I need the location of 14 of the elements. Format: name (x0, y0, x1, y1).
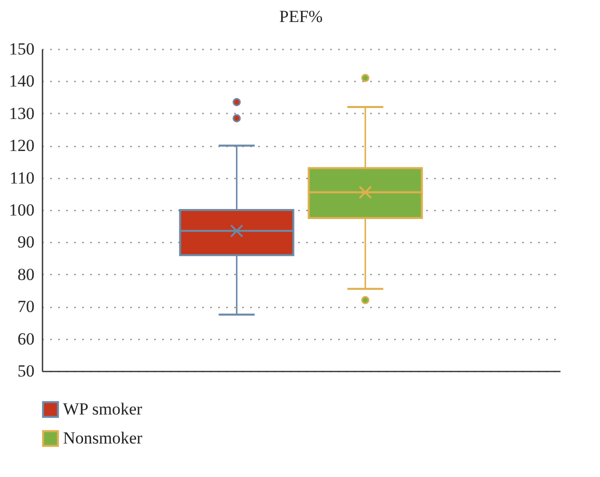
y-tick-label: 70 (18, 297, 34, 316)
y-tick-label: 60 (18, 329, 34, 348)
y-tick-label: 50 (18, 362, 34, 380)
y-tick-label: 140 (9, 72, 34, 91)
chart-title: PEF% (279, 7, 323, 26)
y-tick-label: 110 (10, 168, 34, 188)
y-tick-label: 80 (18, 264, 34, 284)
y-tick-label: 100 (9, 200, 34, 220)
legend-label: WP smoker (63, 400, 143, 418)
y-tick-label: 150 (9, 40, 34, 58)
y-tick-label: 120 (9, 136, 34, 156)
legend-label: Nonsmoker (63, 428, 143, 448)
y-tick-label: 90 (18, 232, 34, 252)
y-tick-label: 130 (9, 104, 34, 123)
